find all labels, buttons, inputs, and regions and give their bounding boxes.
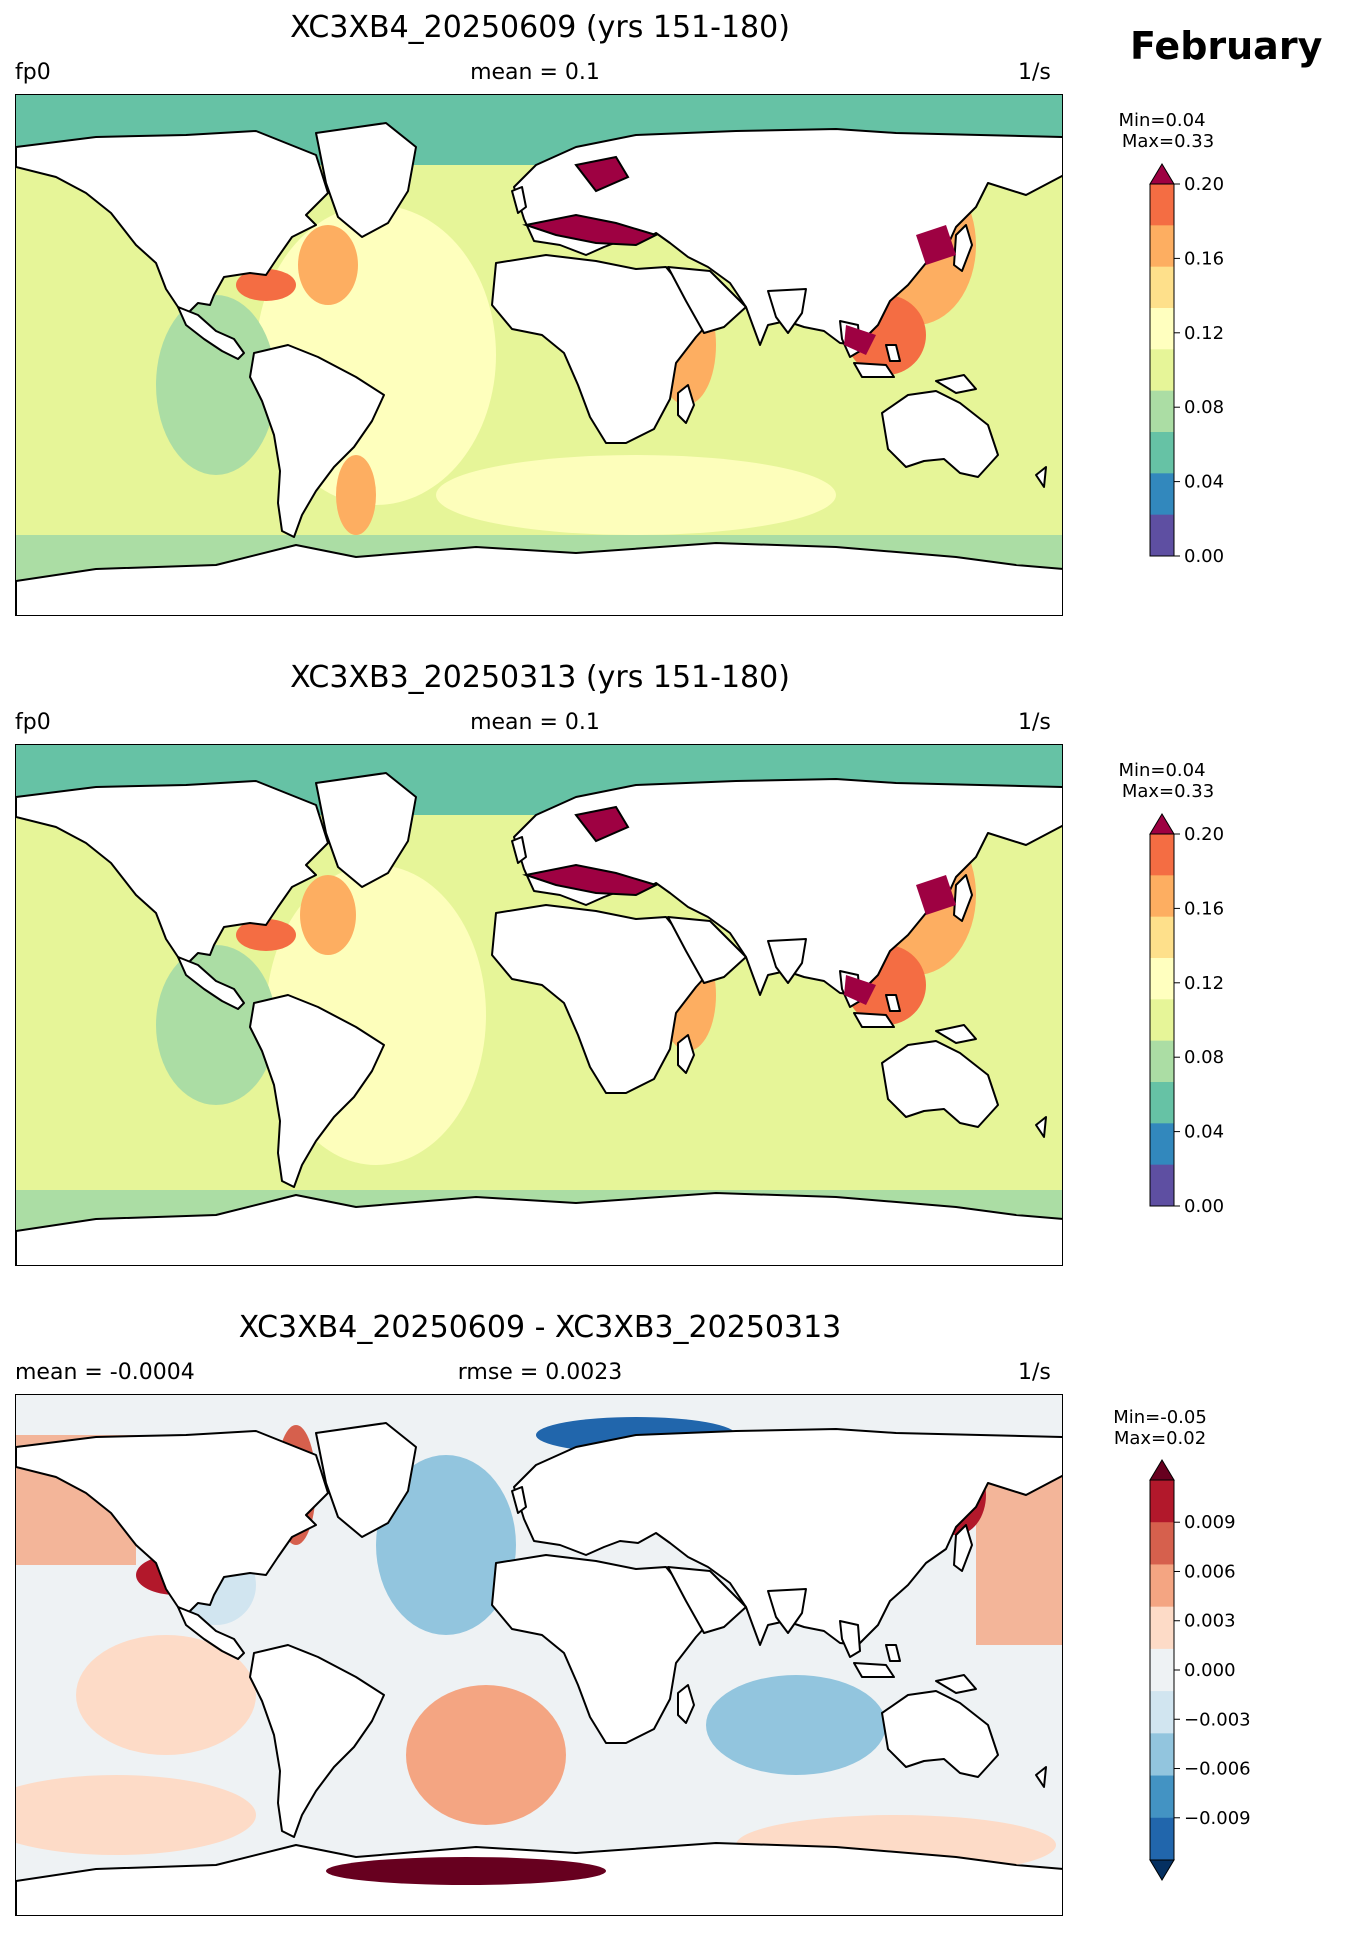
- panel-2-max-label: Max=0.33: [1121, 781, 1215, 802]
- panel-1-colorbar: 0.00 0.04 0.08 0.12 0.16 0.20: [1149, 163, 1280, 570]
- colorbar-segment: [1150, 1480, 1174, 1523]
- colorbar-tick-label: 0.006: [1184, 1561, 1236, 1582]
- colorbar-tick-label: 0.04: [1184, 1122, 1224, 1143]
- colorbar-tick-label: 0.12: [1184, 323, 1224, 344]
- colorbar-tick-label: 0.009: [1184, 1512, 1236, 1533]
- colorbar-segment: [1150, 1775, 1174, 1819]
- panel-1-min-label: Min=0.04: [1118, 110, 1206, 131]
- colorbar-segment: [1150, 916, 1174, 959]
- colorbar-tick-label: −0.006: [1184, 1759, 1251, 1780]
- panel-3-mean-label: mean = -0.0004: [15, 1360, 195, 1385]
- colorbar-tick-label: 0.04: [1184, 472, 1224, 493]
- colorbar-segment: [1150, 308, 1174, 350]
- colorbar-max-extend: [1149, 1459, 1175, 1481]
- colorbar-segment: [1150, 958, 1174, 1000]
- panel-1-title: XC3XB4_20250609 (yrs 151-180): [290, 10, 790, 45]
- colorbar-max-extend: [1149, 813, 1175, 835]
- colorbar-tick-label: 0.16: [1184, 248, 1224, 269]
- colorbar-tick-label: 0.20: [1184, 174, 1224, 195]
- colorbar-tick-label: 0.00: [1184, 546, 1224, 567]
- panel-1-mean-label: mean = 0.1: [470, 60, 600, 85]
- panel-1-max-label: Max=0.33: [1121, 131, 1215, 152]
- colorbar-tick-label: 0.00: [1184, 1196, 1224, 1217]
- colorbar-segment: [1150, 349, 1174, 392]
- colorbar-segment: [1150, 225, 1174, 268]
- panel-1-variable-label: fp0: [15, 60, 51, 85]
- colorbar-tick-label: 0.20: [1184, 824, 1224, 845]
- colorbar-segment: [1150, 1564, 1174, 1608]
- colorbar-tick-label: −0.009: [1184, 1808, 1251, 1829]
- colorbar-tick-label: 0.000: [1184, 1660, 1236, 1681]
- colorbar-segment: [1150, 1648, 1174, 1692]
- colorbar-segment: [1150, 390, 1174, 433]
- colorbar-segment: [1150, 875, 1174, 918]
- panel-2-units-label: 1/s: [1018, 710, 1051, 735]
- colorbar-segment: [1150, 432, 1174, 474]
- colorbar-segment: [1150, 514, 1174, 557]
- panel-3-colorbar: −0.009 −0.006 −0.003 0.000 0.003 0.006 0.009: [1149, 1459, 1280, 1894]
- colorbar-max-extend: [1149, 163, 1175, 185]
- panel-2-variable-label: fp0: [15, 710, 51, 735]
- panel-3-units-label: 1/s: [1018, 1360, 1051, 1385]
- colorbar-tick-label: 0.16: [1184, 898, 1224, 919]
- panel-3-max-label: Max=0.02: [1113, 1428, 1207, 1449]
- colorbar-segment: [1150, 1691, 1174, 1734]
- colorbar-tick-label: 0.003: [1184, 1611, 1236, 1632]
- colorbar-segment: [1150, 473, 1174, 516]
- colorbar-segment: [1150, 266, 1174, 309]
- panel-1-map: [15, 94, 1063, 616]
- panel-1-units-label: 1/s: [1018, 60, 1051, 85]
- colorbar-segment: [1150, 834, 1174, 876]
- colorbar-segment: [1150, 1817, 1174, 1861]
- colorbar-segment: [1150, 999, 1174, 1042]
- month-title: February: [1130, 24, 1323, 68]
- colorbar-segment: [1150, 1040, 1174, 1083]
- colorbar-segment: [1150, 1522, 1174, 1565]
- colorbar-segment: [1150, 184, 1174, 226]
- colorbar-min-extend: [1149, 1859, 1175, 1881]
- colorbar-segment: [1150, 1606, 1174, 1650]
- panel-3-min-label: Min=-0.05: [1113, 1407, 1207, 1428]
- colorbar-segment: [1150, 1082, 1174, 1124]
- colorbar-segment: [1150, 1123, 1174, 1166]
- colorbar-segment: [1150, 1733, 1174, 1777]
- panel-3-map: [15, 1394, 1063, 1916]
- panel-3-title: XC3XB4_20250609 - XC3XB3_20250313: [238, 1310, 842, 1345]
- panel-2-colorbar: 0.00 0.04 0.08 0.12 0.16 0.20: [1149, 813, 1280, 1220]
- panel-2-mean-label: mean = 0.1: [470, 710, 600, 735]
- panel-2-min-label: Min=0.04: [1118, 760, 1206, 781]
- colorbar-tick-label: 0.08: [1184, 1047, 1224, 1068]
- colorbar-tick-label: −0.003: [1184, 1709, 1251, 1730]
- colorbar-tick-label: 0.08: [1184, 397, 1224, 418]
- colorbar-segment: [1150, 1164, 1174, 1207]
- panel-2-title: XC3XB3_20250313 (yrs 151-180): [290, 660, 790, 695]
- panel-3-rmse-label: rmse = 0.0023: [457, 1360, 623, 1385]
- colorbar-tick-label: 0.12: [1184, 973, 1224, 994]
- panel-2-map: [15, 744, 1063, 1266]
